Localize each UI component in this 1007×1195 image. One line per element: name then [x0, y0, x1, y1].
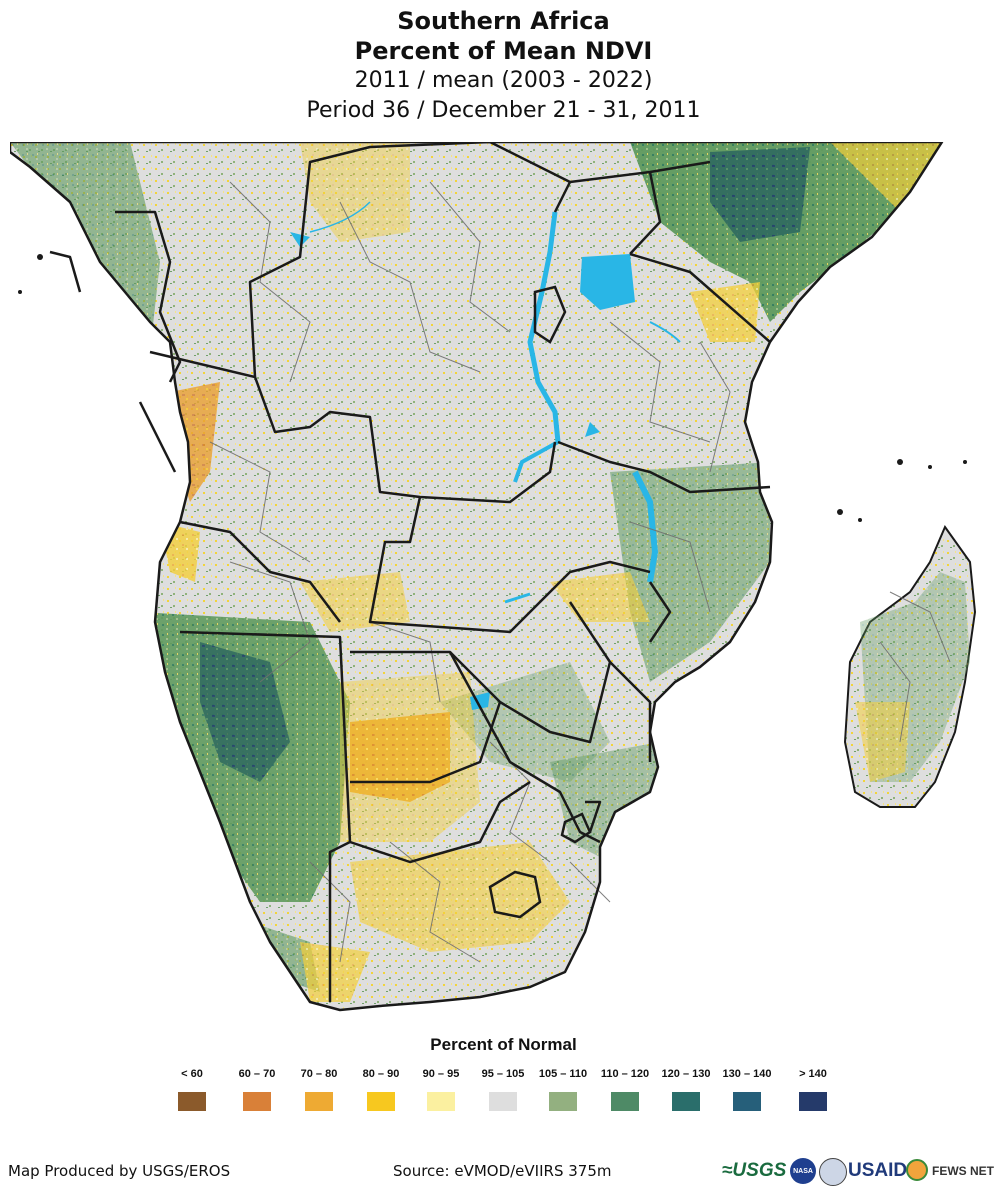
noaa-seal-icon	[819, 1158, 847, 1186]
legend-label: < 60	[181, 1068, 203, 1080]
legend: < 60 60 – 70 70 – 80 80 – 90 90 – 95 95 …	[170, 1068, 840, 1112]
legend-label: 60 – 70	[238, 1068, 276, 1080]
legend-label: 70 – 80	[300, 1068, 338, 1080]
legend-label: 120 – 130	[661, 1068, 711, 1080]
legend-class: 60 – 70	[227, 1068, 287, 1111]
legend-swatch	[799, 1092, 827, 1111]
legend-title: Percent of Normal	[430, 1035, 577, 1054]
legend-label: 90 – 95	[422, 1068, 460, 1080]
fews-net-logo: FEWS NET	[932, 1164, 994, 1178]
fews-globe-icon	[906, 1159, 928, 1181]
legend-class: > 140	[783, 1068, 843, 1111]
ndvi-map	[10, 142, 995, 1022]
legend-swatch	[672, 1092, 700, 1111]
data-source: Source: eVMOD/eVIIRS 375m	[393, 1162, 612, 1180]
legend-class: 70 – 80	[289, 1068, 349, 1111]
period-subtitle: Period 36 / December 21 - 31, 2011	[306, 98, 701, 123]
region-title: Southern Africa	[397, 7, 610, 35]
legend-swatch	[427, 1092, 455, 1111]
comparison-subtitle: 2011 / mean (2003 - 2022)	[354, 68, 653, 93]
legend-swatch	[549, 1092, 577, 1111]
legend-swatch	[305, 1092, 333, 1111]
legend-swatch	[178, 1092, 206, 1111]
legend-class: 120 – 130	[656, 1068, 716, 1111]
usaid-logo: USAID	[848, 1160, 908, 1181]
legend-class: < 60	[162, 1068, 222, 1111]
map-credit: Map Produced by USGS/EROS	[8, 1162, 231, 1180]
legend-class: 90 – 95	[411, 1068, 471, 1111]
usgs-logo: ≈USGS	[722, 1160, 787, 1181]
legend-label: 110 – 120	[600, 1068, 650, 1080]
nasa-logo: NASA	[790, 1158, 816, 1184]
legend-swatch	[243, 1092, 271, 1111]
legend-class: 130 – 140	[717, 1068, 777, 1111]
legend-label: > 140	[799, 1068, 827, 1080]
legend-swatch	[733, 1092, 761, 1111]
legend-swatch	[489, 1092, 517, 1111]
legend-label: 80 – 90	[362, 1068, 400, 1080]
lake-victoria	[580, 254, 635, 310]
legend-swatch	[611, 1092, 639, 1111]
legend-class: 80 – 90	[351, 1068, 411, 1111]
legend-class: 110 – 120	[595, 1068, 655, 1111]
partner-logos: ≈USGS NASA USAID FEWS NET	[722, 1155, 1002, 1187]
legend-label: 105 – 110	[538, 1068, 588, 1080]
legend-label: 95 – 105	[481, 1068, 525, 1080]
legend-class: 105 – 110	[533, 1068, 593, 1111]
map-title-block: Southern Africa Percent of Mean NDVI 201…	[0, 6, 1007, 126]
product-title: Percent of Mean NDVI	[354, 37, 653, 65]
legend-class: 95 – 105	[473, 1068, 533, 1111]
legend-swatch	[367, 1092, 395, 1111]
legend-label: 130 – 140	[722, 1068, 772, 1080]
